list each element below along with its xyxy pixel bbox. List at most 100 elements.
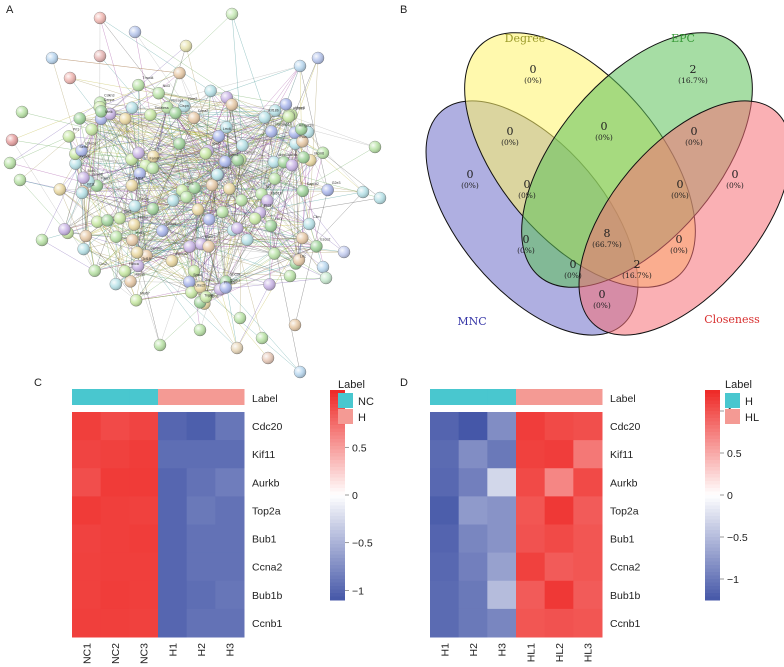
network-node-shade (183, 275, 196, 288)
heatmap-cell (487, 580, 517, 610)
network-node-shade (132, 146, 145, 159)
network-edge (247, 237, 303, 240)
colorbar-segment (705, 474, 720, 478)
colorbar-segment (705, 484, 720, 489)
colorbar-segment (705, 537, 720, 541)
legend-entry: H (745, 396, 753, 408)
heatmap-cell (544, 496, 574, 525)
network-edge (110, 113, 151, 116)
network-node-label: Ncl3 (163, 84, 170, 88)
network-edge (139, 173, 296, 264)
heatmap-cell (487, 412, 517, 441)
colorbar-segment (330, 467, 345, 471)
colorbar-segment (330, 533, 345, 538)
colorbar-segment (330, 516, 345, 520)
network-edge (237, 116, 289, 161)
network-edge (75, 13, 233, 164)
colorbar-segment (705, 481, 720, 485)
colorbar-segment (330, 393, 345, 398)
network-edge (88, 181, 139, 267)
network-node-label: Fbxo5 (166, 222, 176, 226)
heatmap-cell (458, 440, 488, 469)
column-label: NC2 (110, 643, 122, 664)
venn-pct-epc-only: (16.7%) (678, 76, 708, 85)
venn-pct-degree-only: (0%) (524, 76, 542, 85)
annotation-cell (573, 389, 603, 405)
heatmap-cell (72, 412, 102, 441)
heatmap-cell (215, 496, 245, 525)
heatmap-cell (573, 496, 603, 525)
colorbar-tick-label: 0 (352, 490, 358, 502)
venn-pct-mnc-degree: (0%) (501, 138, 519, 147)
network-node-shade (79, 230, 92, 243)
heatmap-cell (430, 608, 460, 638)
network-node-shade (77, 171, 90, 184)
network-node-shade (279, 98, 292, 111)
network-edge (152, 90, 211, 209)
heatmap-cell (430, 440, 460, 469)
network-node-shade (88, 264, 101, 277)
network-edge (134, 31, 151, 115)
network-edge (136, 281, 226, 301)
network-edge (132, 110, 276, 241)
network-edge (96, 159, 238, 186)
network-node-shade (203, 213, 216, 226)
column-label: HL3 (583, 643, 595, 662)
heatmap-cell (430, 524, 460, 554)
network-node-label: Fanca2 (176, 252, 188, 256)
heatmap-cell (487, 608, 517, 638)
network-node-label: Clirn (313, 215, 320, 219)
network-edge (225, 228, 238, 282)
network-node-shade (216, 205, 229, 218)
network-node-shade (295, 123, 308, 136)
venn-count-epc-closeness: 0 (691, 125, 698, 138)
network-edge (94, 152, 139, 271)
colorbar-segment (705, 414, 720, 419)
network-node-label: Stmn1 (228, 153, 238, 157)
heatmap-cell (487, 496, 517, 525)
network-node-label: Top2a (139, 197, 149, 201)
heatmap-cell (430, 468, 460, 497)
network-edge (96, 117, 195, 186)
colorbar-segment (705, 463, 720, 468)
network-edge (273, 161, 345, 253)
network-edge (75, 163, 163, 231)
network-node-label: Arhgef39 (299, 124, 314, 128)
heatmap-cell (100, 608, 130, 638)
colorbar-segment (705, 530, 720, 534)
colorbar-segment (330, 484, 345, 489)
heatmap-cell (215, 468, 245, 497)
network-edge (208, 246, 291, 277)
colorbar-segment (705, 460, 720, 464)
network-node-shade (16, 106, 28, 118)
colorbar-segment (705, 449, 720, 454)
network-edge (273, 57, 319, 163)
venn-count-degree-epc-closeness: 0 (677, 178, 684, 191)
network-edge (200, 286, 301, 373)
network-node-label: Ttk (157, 147, 162, 151)
network-node-label: Sapcd2 (307, 182, 319, 186)
network-node-shade (62, 130, 75, 143)
network-edge (226, 127, 311, 161)
heatmap-cell (158, 580, 188, 610)
network-node-shade (185, 286, 198, 299)
venn-count-mnc-only: 0 (467, 168, 474, 181)
colorbar-segment (330, 547, 345, 552)
annotation-cell (100, 389, 130, 405)
colorbar-segment (705, 572, 720, 576)
colorbar-segment (330, 481, 345, 485)
network-node-label: Aurkb (288, 153, 297, 157)
network-node-label: Frn1 (275, 217, 282, 221)
colorbar-segment (705, 498, 720, 503)
network-node-shade (129, 26, 141, 38)
network-edge (231, 104, 248, 240)
network-node-shade (206, 179, 219, 192)
colorbar-segment (705, 512, 720, 517)
heatmap-cell (215, 440, 245, 469)
heatmap-cell (186, 468, 216, 497)
network-node-shade (261, 194, 274, 207)
network-edge (100, 111, 133, 241)
network-edge (167, 107, 183, 191)
network-edge (241, 199, 310, 225)
heatmap-cell (544, 580, 574, 610)
